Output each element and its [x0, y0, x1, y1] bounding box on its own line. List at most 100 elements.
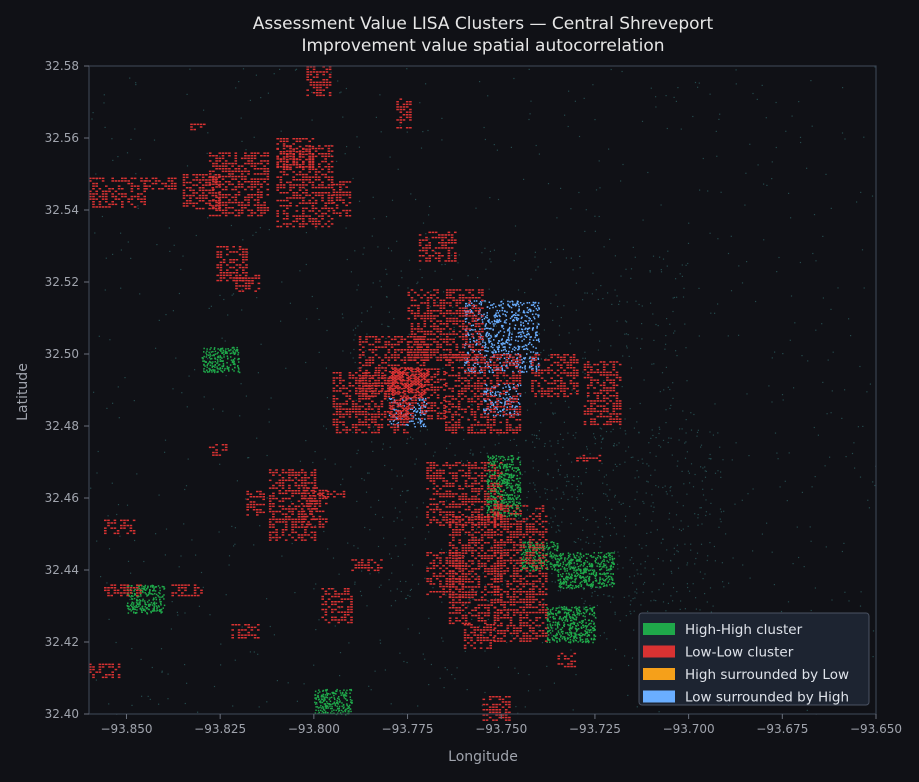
not-significant-point: [659, 391, 661, 393]
not-significant-point: [550, 445, 552, 447]
high-high-point: [568, 628, 570, 631]
high-high-point: [584, 580, 586, 582]
high-high-point: [557, 631, 560, 634]
low-surrounded-by-high-point: [463, 364, 466, 366]
high-high-point: [338, 696, 340, 698]
high-high-point: [583, 579, 586, 581]
low-surrounded-by-high-point: [521, 331, 524, 333]
high-high-point: [600, 568, 603, 570]
not-significant-point: [692, 583, 694, 585]
high-high-point: [506, 479, 508, 481]
high-high-point: [609, 552, 611, 554]
not-significant-point: [441, 264, 443, 266]
high-high-point: [538, 548, 541, 551]
not-significant-point: [591, 595, 593, 597]
high-high-point: [344, 695, 346, 697]
high-high-point: [586, 584, 588, 586]
high-high-point: [592, 582, 594, 584]
high-high-point: [566, 563, 569, 565]
not-significant-point: [518, 501, 520, 503]
not-significant-point: [506, 641, 508, 644]
not-significant-point: [837, 287, 839, 289]
low-surrounded-by-high-point: [510, 414, 513, 417]
high-high-point: [522, 558, 524, 560]
not-significant-point: [665, 343, 667, 345]
high-high-point: [153, 598, 155, 600]
high-high-point: [520, 569, 522, 571]
not-significant-point: [631, 557, 633, 559]
high-high-point: [506, 515, 508, 518]
low-surrounded-by-high-point: [504, 383, 506, 385]
not-significant-point: [177, 614, 179, 616]
not-significant-point: [700, 444, 703, 446]
not-significant-point: [657, 325, 659, 327]
high-high-point: [605, 553, 608, 555]
high-high-point: [500, 479, 503, 481]
high-high-point: [516, 458, 519, 460]
not-significant-point: [129, 598, 131, 601]
high-high-point: [537, 558, 540, 561]
not-significant-point: [709, 232, 711, 234]
high-high-point: [141, 585, 143, 587]
not-significant-point: [695, 597, 697, 599]
high-high-point: [607, 581, 609, 584]
not-significant-point: [517, 452, 520, 454]
high-high-point: [324, 694, 327, 696]
low-surrounded-by-high-point: [514, 406, 516, 409]
not-significant-point: [599, 340, 601, 342]
high-high-point: [569, 629, 571, 632]
high-high-point: [588, 569, 590, 572]
high-high-point: [504, 478, 507, 481]
not-significant-point: [480, 490, 482, 492]
not-significant-point: [333, 588, 335, 590]
not-significant-point: [663, 389, 665, 391]
not-significant-point: [556, 460, 558, 462]
high-high-point: [551, 555, 553, 558]
high-high-point: [569, 616, 571, 618]
not-significant-point: [515, 637, 517, 639]
low-surrounded-by-high-point: [518, 305, 520, 308]
high-high-point: [526, 542, 529, 544]
not-significant-point: [560, 497, 562, 499]
high-high-point: [322, 707, 325, 709]
high-high-point: [599, 586, 601, 588]
low-surrounded-by-high-point: [512, 370, 514, 373]
not-significant-point: [566, 474, 568, 476]
high-high-point: [214, 364, 216, 366]
not-significant-point: [601, 438, 603, 440]
not-significant-point: [829, 456, 831, 458]
not-significant-point: [647, 171, 649, 174]
low-surrounded-by-high-point: [518, 348, 520, 350]
not-significant-point: [526, 361, 528, 363]
not-significant-point: [547, 459, 549, 461]
high-high-point: [487, 462, 490, 465]
high-high-point: [493, 509, 495, 511]
low-surrounded-by-high-point: [534, 302, 536, 304]
not-significant-point: [653, 573, 655, 576]
high-high-point: [550, 627, 553, 629]
high-high-point: [508, 466, 510, 468]
not-significant-point: [768, 385, 770, 387]
low-surrounded-by-high-point: [538, 340, 540, 343]
high-high-point: [560, 568, 562, 570]
high-high-point: [500, 494, 502, 496]
not-significant-point: [610, 68, 612, 71]
high-high-point: [501, 473, 503, 476]
high-high-point: [162, 607, 164, 609]
high-high-point: [521, 553, 524, 555]
high-high-point: [503, 478, 506, 481]
high-high-point: [233, 363, 236, 365]
not-significant-point: [287, 682, 289, 684]
high-high-point: [314, 703, 317, 705]
high-high-point: [335, 709, 337, 712]
not-significant-point: [557, 468, 559, 471]
low-surrounded-by-high-point: [415, 418, 417, 420]
high-high-point: [549, 639, 551, 641]
not-significant-point: [465, 612, 467, 614]
high-high-point: [554, 548, 556, 551]
high-high-point: [526, 566, 528, 569]
not-significant-point: [771, 401, 773, 403]
high-high-point: [557, 547, 559, 549]
not-significant-point: [260, 343, 262, 345]
not-significant-point: [556, 487, 558, 489]
